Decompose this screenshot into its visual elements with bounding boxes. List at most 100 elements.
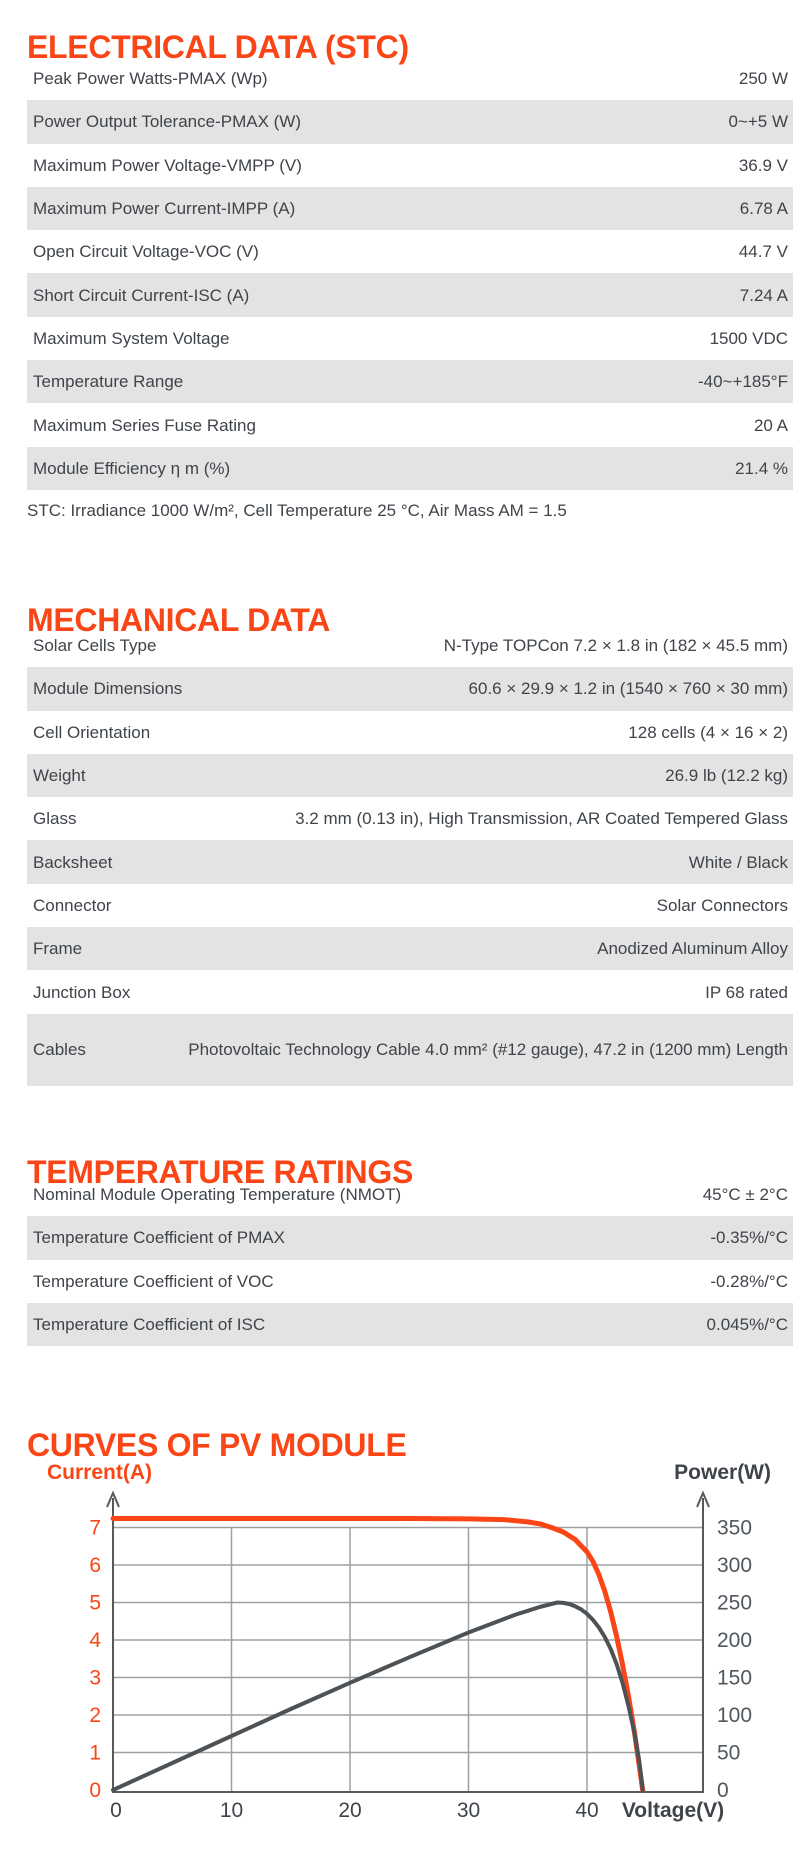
table-row: Power Output Tolerance-PMAX (W) 0~+5 W (27, 100, 793, 144)
row-value: -0.35%/°C (710, 1228, 788, 1248)
row-label: Maximum Power Current-IMPP (A) (33, 199, 296, 219)
table-row: Connector Solar Connectors (27, 884, 793, 927)
row-label: Open Circuit Voltage-VOC (V) (33, 242, 259, 262)
row-value: 7.24 A (739, 285, 788, 305)
stc-footnote: STC: Irradiance 1000 W/m², Cell Temperat… (27, 501, 567, 520)
left-axis-tick: 7 (89, 1517, 101, 1540)
row-label: Module Efficiency η m (%) (33, 458, 231, 478)
row-label: Short Circuit Current-ISC (A) (33, 285, 250, 305)
curves-section-title: CURVES OF PV MODULE (27, 1427, 407, 1464)
row-label: Backsheet (33, 852, 113, 872)
right-axis-tick: 350 (717, 1517, 752, 1540)
right-axis-tick: 300 (717, 1554, 752, 1577)
left-axis-tick: 1 (89, 1742, 101, 1765)
row-value: 128 cells (4 × 16 × 2) (628, 722, 788, 742)
row-value: -0.28%/°C (710, 1271, 788, 1291)
mechanical-section-title: MECHANICAL DATA (27, 602, 331, 639)
table-row: Temperature Coefficient of ISC 0.045%/°C (27, 1302, 793, 1347)
table-row: Temperature Coefficient of PMAX -0.35%/°C (27, 1216, 793, 1260)
left-axis-tick: 3 (89, 1667, 101, 1690)
table-row: Cell Orientation 128 cells (4 × 16 × 2) (27, 711, 793, 754)
x-axis-title: Voltage(V) (622, 1799, 724, 1822)
table-row: Module Dimensions 60.6 × 29.9 × 1.2 in (1… (27, 667, 793, 711)
row-value: N-Type TOPCon 7.2 × 1.8 in (182 × 45.5 m… (443, 636, 788, 656)
row-value: Solar Connectors (656, 895, 788, 915)
table-row: Temperature Coefficient of VOC -0.28%/°C (27, 1260, 793, 1303)
row-label: Junction Box (33, 982, 131, 1002)
left-axis-tick: 6 (89, 1554, 101, 1577)
table-row: Peak Power Watts-PMAX (Wp) 250 W (27, 57, 793, 100)
x-axis-tick: 30 (457, 1799, 480, 1822)
x-axis-tick: 20 (338, 1799, 361, 1822)
row-label: Cell Orientation (33, 722, 151, 742)
x-axis-tick: 40 (575, 1799, 598, 1822)
row-label: Weight (33, 766, 86, 786)
row-label: Peak Power Watts-PMAX (Wp) (33, 69, 268, 89)
row-label: Frame (33, 939, 83, 959)
row-label: Temperature Range (33, 372, 184, 392)
row-label: Connector (33, 895, 112, 915)
table-row: Short Circuit Current-ISC (A) 7.24 A (27, 273, 793, 317)
right-axis-tick: 0 (717, 1779, 729, 1802)
electrical-section-title: ELECTRICAL DATA (STC) (27, 29, 409, 66)
row-label: Glass (33, 809, 77, 829)
left-axis-tick: 0 (89, 1779, 101, 1802)
i-v-curve (110, 1516, 646, 1793)
table-row: Open Circuit Voltage-VOC (V) 44.7 V (27, 230, 793, 273)
right-axis-tick: 200 (717, 1629, 752, 1652)
temperature-section-title: TEMPERATURE RATINGS (27, 1154, 414, 1191)
table-row: Nominal Module Operating Temperature (NM… (27, 1173, 793, 1216)
row-value: 0~+5 W (728, 112, 788, 132)
table-row: Maximum System Voltage 1500 VDC (27, 317, 793, 360)
table-row: Backsheet White / Black (27, 840, 793, 884)
table-row: Temperature Range -40~+185°F (27, 360, 793, 404)
row-value: 26.9 lb (12.2 kg) (665, 766, 788, 786)
pv-curves-chart: 0 1 2 3 4 5 6 7 0 50 100 150 200 250 300 350 0 10 20 30 40 Vo… (0, 1432, 803, 1852)
right-axis-tick: 150 (717, 1667, 752, 1690)
table-row: Cables Photovoltaic Technology Cable 4.0 … (27, 1013, 793, 1086)
table-row: Frame Anodized Aluminum Alloy (27, 927, 793, 971)
row-value: -40~+185°F (698, 372, 788, 392)
table-row: Weight 26.9 lb (12.2 kg) (27, 753, 793, 798)
row-value: 60.6 × 29.9 × 1.2 in (1540 × 760 × 30 mm… (468, 679, 788, 699)
x-axis-tick: 10 (220, 1799, 243, 1822)
row-value: 3.2 mm (0.13 in), High Transmission, AR … (295, 809, 788, 829)
row-value: 6.78 A (739, 199, 788, 219)
row-value: 250 W (738, 69, 788, 89)
row-value: White / Black (688, 852, 788, 872)
row-value: 20 A (753, 415, 788, 435)
table-row: Maximum Series Fuse Rating 20 A (27, 403, 793, 446)
x-axis-tick: 0 (110, 1799, 122, 1822)
row-label: Nominal Module Operating Temperature (NM… (33, 1185, 402, 1205)
left-axis-tick: 2 (89, 1704, 101, 1727)
row-value: 0.045%/°C (706, 1315, 788, 1335)
power-axis-label: Power(W) (674, 1461, 771, 1484)
mechanical-table: Solar Cells Type N-Type TOPCon 7.2 × 1.8 … (27, 624, 793, 1086)
row-label: Maximum System Voltage (33, 328, 230, 348)
row-label: Temperature Coefficient of ISC (33, 1315, 266, 1335)
row-value: 1500 VDC (709, 328, 788, 348)
row-label: Cables (33, 1040, 86, 1060)
row-label: Maximum Series Fuse Rating (33, 415, 256, 435)
right-axis-arrow-icon (696, 1490, 710, 1508)
left-axis-tick: 4 (89, 1629, 101, 1652)
row-value: Anodized Aluminum Alloy (597, 939, 788, 959)
left-axis-arrow-icon (106, 1490, 120, 1508)
right-axis-tick: 250 (717, 1592, 752, 1615)
table-row: Maximum Power Current-IMPP (A) 6.78 A (27, 186, 793, 231)
row-label: Temperature Coefficient of PMAX (33, 1228, 285, 1248)
table-row: Junction Box IP 68 rated (27, 970, 793, 1013)
table-row: Solar Cells Type N-Type TOPCon 7.2 × 1.8 … (27, 624, 793, 667)
table-row: Module Efficiency η m (%) 21.4 % (27, 446, 793, 490)
temperature-table: Nominal Module Operating Temperature (NM… (27, 1173, 793, 1347)
row-value: 44.7 V (738, 242, 788, 262)
row-value: 36.9 V (738, 155, 788, 175)
row-label: Solar Cells Type (33, 636, 157, 656)
row-value: Photovoltaic Technology Cable 4.0 mm² (#… (188, 1040, 788, 1060)
row-value: 21.4 % (735, 458, 788, 478)
electrical-table: Peak Power Watts-PMAX (Wp) 250 W Power Ou… (27, 57, 793, 490)
pv-curves-svg: 0 1 2 3 4 5 6 7 0 50 100 150 200 250 300 350 0 10 20 30 40 Vo… (89, 1490, 752, 1822)
right-axis-tick: 100 (717, 1704, 752, 1727)
row-label: Temperature Coefficient of VOC (33, 1271, 274, 1291)
current-axis-label: Current(A) (47, 1461, 152, 1484)
